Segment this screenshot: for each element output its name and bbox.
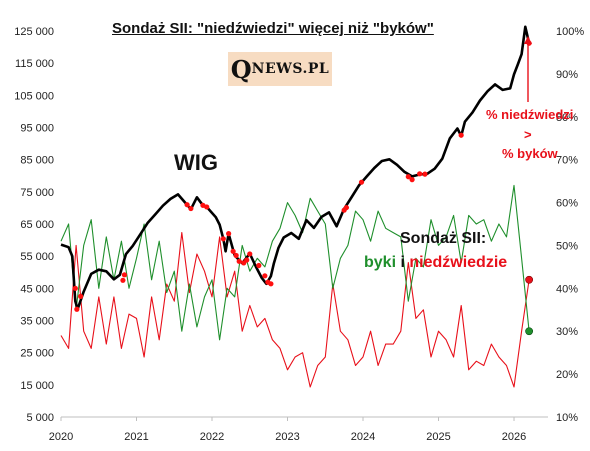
wig-red-marker bbox=[74, 306, 80, 312]
x-tick-label: 2025 bbox=[426, 431, 450, 443]
wig-red-marker bbox=[120, 277, 126, 283]
bulls-end-marker bbox=[525, 327, 534, 336]
y-left-tick-label: 55 000 bbox=[20, 251, 54, 263]
wig-red-marker bbox=[405, 174, 411, 180]
bulls-series-line bbox=[60, 184, 530, 341]
y-left-tick-label: 125 000 bbox=[14, 26, 54, 38]
y-right-tick-label: 100% bbox=[556, 26, 584, 38]
annotation-arrow-head bbox=[524, 36, 532, 44]
wig-label: WIG bbox=[174, 150, 218, 175]
y-left-tick-label: 5 000 bbox=[26, 412, 54, 424]
y-left-tick-label: 25 000 bbox=[20, 348, 54, 360]
bears-series-line bbox=[60, 232, 530, 388]
wig-red-marker bbox=[220, 236, 226, 242]
x-tick-label: 2022 bbox=[200, 431, 224, 443]
annotation-greater-than: > bbox=[524, 127, 532, 142]
y-right-tick-label: 40% bbox=[556, 283, 578, 295]
y-left-tick-label: 65 000 bbox=[20, 219, 54, 231]
y-right-tick-label: 60% bbox=[556, 198, 578, 210]
wig-red-marker bbox=[236, 258, 242, 264]
wig-red-marker bbox=[233, 252, 239, 259]
wig-red-marker bbox=[417, 171, 423, 177]
x-tick-label: 2026 bbox=[502, 431, 526, 443]
wig-red-marker bbox=[422, 171, 428, 177]
y-left-tick-label: 115 000 bbox=[15, 58, 54, 70]
y-right-tick-label: 50% bbox=[556, 240, 578, 252]
y-right-tick-label: 80% bbox=[556, 112, 578, 124]
wig-red-marker bbox=[204, 204, 210, 210]
qnews-logo: Q NEWS.PL bbox=[228, 52, 332, 86]
wig-red-marker bbox=[244, 257, 250, 263]
x-tick-label: 2021 bbox=[124, 431, 148, 443]
wig-red-marker bbox=[78, 293, 84, 299]
wig-red-marker bbox=[247, 251, 253, 257]
wig-red-marker bbox=[72, 285, 78, 291]
survey-title: Sondaż SII: bbox=[400, 230, 487, 247]
survey-bears-label: niedźwiedzie bbox=[409, 254, 508, 271]
survey-bulls-label: byki bbox=[364, 254, 397, 271]
annotation-bears-line: % niedźwiedzi bbox=[486, 107, 574, 122]
y-left-tick-label: 15 000 bbox=[20, 380, 54, 392]
y-right-tick-label: 30% bbox=[556, 326, 578, 338]
wig-red-marker bbox=[409, 177, 415, 183]
wig-red-marker bbox=[458, 132, 464, 138]
y-left-tick-label: 45 000 bbox=[20, 283, 54, 295]
wig-red-marker bbox=[256, 262, 262, 269]
x-tick-label: 2020 bbox=[49, 431, 73, 443]
y-left-tick-label: 35 000 bbox=[20, 316, 54, 328]
y-left-tick-label: 75 000 bbox=[20, 187, 54, 199]
x-tick-label: 2023 bbox=[275, 431, 299, 443]
y-left-tick-label: 85 000 bbox=[20, 155, 54, 167]
wig-red-marker bbox=[121, 272, 128, 278]
x-tick-label: 2024 bbox=[351, 431, 375, 443]
y-right-tick-label: 10% bbox=[556, 412, 578, 424]
y-right-tick-label: 70% bbox=[556, 155, 578, 167]
wig-red-marker bbox=[358, 179, 365, 185]
wig-red-marker bbox=[343, 204, 350, 211]
wig-red-marker bbox=[262, 273, 268, 279]
annotation-bulls-line: % byków bbox=[502, 146, 558, 161]
y-left-tick-label: 105 000 bbox=[14, 90, 54, 102]
wig-red-marker bbox=[188, 205, 194, 212]
wig-red-marker bbox=[230, 248, 236, 254]
y-right-tick-label: 20% bbox=[556, 369, 578, 381]
wig-red-marker bbox=[226, 231, 232, 237]
survey-subtitle: byki i niedźwiedzie bbox=[364, 254, 507, 272]
bears-end-marker bbox=[525, 275, 534, 284]
chart-title: Sondaż SII: "niedźwiedzi" więcej niż "by… bbox=[112, 20, 434, 37]
survey-and-label: i bbox=[400, 254, 405, 271]
y-left-tick-label: 95 000 bbox=[20, 123, 54, 135]
wig-red-marker bbox=[184, 202, 190, 208]
y-right-tick-label: 90% bbox=[556, 69, 578, 81]
wig-red-marker bbox=[268, 281, 274, 287]
